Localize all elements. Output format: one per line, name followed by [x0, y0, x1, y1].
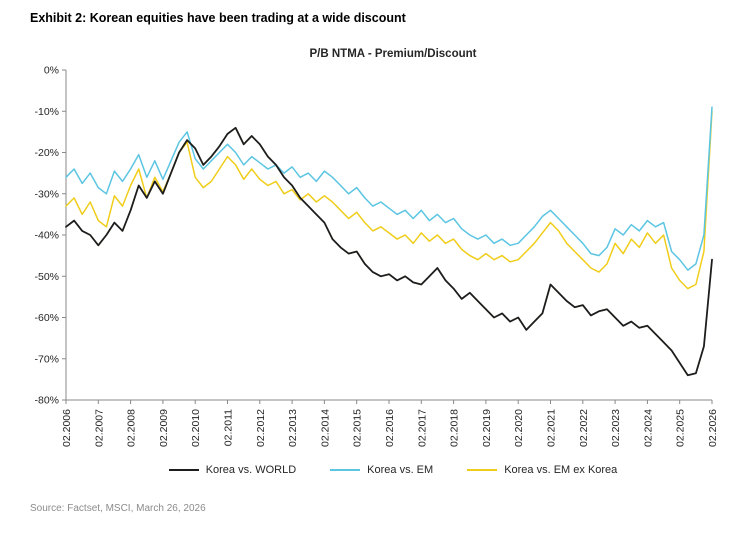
x-tick-label: 02.2024 [642, 409, 654, 447]
x-tick-label: 02.2006 [61, 409, 73, 447]
x-tick-label: 02.2014 [319, 409, 331, 447]
legend-item: Korea vs. EM ex Korea [467, 464, 617, 476]
legend-label: Korea vs. EM ex Korea [504, 464, 618, 476]
legend-label: Korea vs. WORLD [205, 464, 297, 476]
x-tick-label: 02.2025 [675, 409, 687, 447]
chart-plot: 0%-10%-20%-30%-40%-50%-60%-70%-80%02.200… [34, 65, 716, 447]
x-tick-label: 02.2018 [449, 409, 461, 447]
series-line [65, 106, 713, 271]
legend-item: Korea vs. WORLD [168, 464, 297, 476]
x-tick-label: 02.2023 [610, 409, 622, 447]
x-tick-label: 02.2020 [513, 409, 525, 447]
y-tick-label: -60% [34, 312, 59, 324]
source-note: Source: Factset, MSCI, March 26, 2026 [30, 503, 206, 514]
x-tick-label: 02.2019 [481, 409, 493, 447]
x-tick-label: 02.2015 [352, 409, 364, 447]
legend-swatch [330, 469, 361, 471]
chart-title: P/B NTMA - Premium/Discount [309, 48, 477, 60]
y-tick-label: -80% [34, 395, 59, 407]
y-tick-label: -40% [34, 230, 59, 242]
x-tick-label: 02.2013 [287, 409, 299, 447]
y-tick-label: -20% [34, 147, 59, 159]
exhibit-title: Exhibit 2: Korean equities have been tra… [30, 11, 406, 25]
series-line [65, 110, 713, 290]
x-tick-label: 02.2022 [578, 409, 590, 447]
x-tick-label: 02.2007 [93, 409, 105, 447]
legend: Korea vs. WORLD Korea vs. EM Korea vs. EM … [26, 464, 716, 476]
legend-label: Korea vs. EM [367, 464, 434, 476]
legend-item: Korea vs. EM [330, 464, 433, 476]
legend-swatch [168, 469, 199, 471]
x-tick-label: 02.2010 [190, 409, 202, 447]
x-tick-label: 02.2009 [158, 409, 170, 447]
legend-swatch [467, 469, 498, 471]
y-tick-label: -10% [34, 106, 59, 118]
x-tick-label: 02.2026 [707, 409, 716, 447]
x-tick-label: 02.2008 [126, 409, 138, 447]
chart: P/B NTMA - Premium/Discount 0% -10% -20% -3… [26, 48, 716, 476]
x-tick-label: 02.2017 [416, 409, 428, 447]
y-tick-label: -70% [34, 353, 59, 365]
y-tick-label: -30% [34, 188, 59, 200]
y-tick-label: 0% [44, 65, 59, 77]
y-tick-label: -50% [34, 271, 59, 283]
x-tick-label: 02.2016 [384, 409, 396, 447]
series-line [65, 126, 713, 377]
x-tick-label: 02.2012 [255, 409, 267, 447]
x-tick-label: 02.2021 [546, 409, 558, 447]
x-tick-label: 02.2011 [223, 409, 235, 446]
